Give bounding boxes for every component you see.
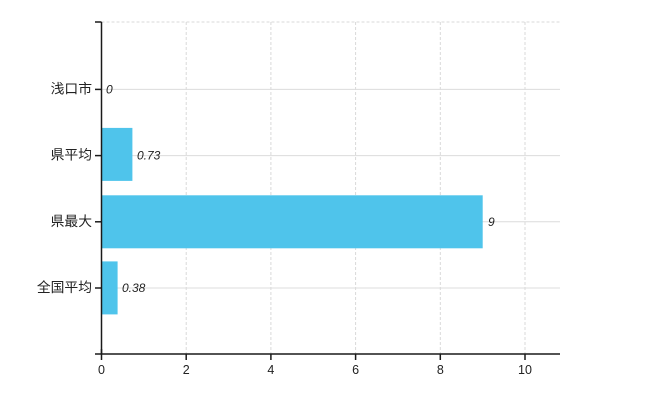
svg-text:0.38: 0.38 xyxy=(122,281,146,295)
svg-text:0.73: 0.73 xyxy=(137,149,161,163)
svg-text:0: 0 xyxy=(98,363,105,377)
svg-text:9: 9 xyxy=(488,215,495,229)
svg-text:浅口市: 浅口市 xyxy=(51,81,93,97)
svg-text:6: 6 xyxy=(352,363,359,377)
svg-text:2: 2 xyxy=(183,363,190,377)
svg-text:0: 0 xyxy=(106,83,113,97)
svg-text:県最大: 県最大 xyxy=(51,214,93,229)
svg-text:10: 10 xyxy=(518,363,532,377)
svg-text:県平均: 県平均 xyxy=(51,148,92,163)
svg-text:全国平均: 全国平均 xyxy=(37,279,92,295)
svg-text:4: 4 xyxy=(267,363,274,377)
svg-text:8: 8 xyxy=(437,363,444,377)
